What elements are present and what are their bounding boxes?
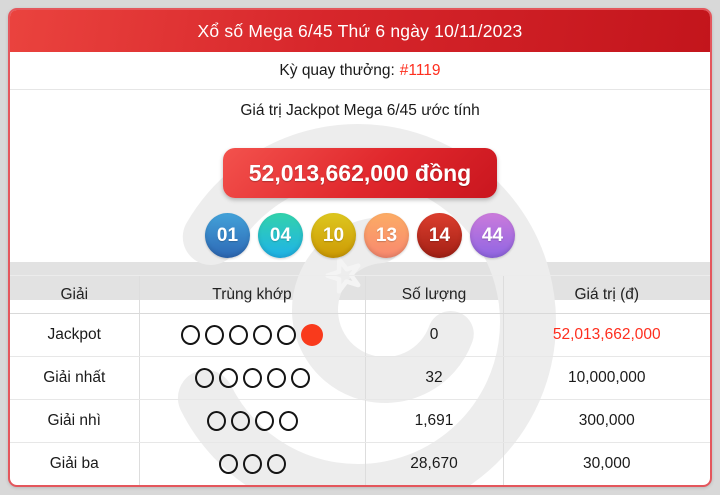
match-circle-open (290, 368, 310, 388)
table-row-second-prize: Giải nhì 1,691 300,000 (10, 399, 710, 443)
match-circle-open (218, 368, 238, 388)
draw-period-label: Kỳ quay thưởng: (279, 61, 395, 79)
jackpot-amount-button: 52,013,662,000 đồng (223, 148, 497, 198)
quantity-cell: 1,691 (364, 399, 503, 443)
match-circle-open (205, 325, 224, 345)
jackpot-caption: Giá trị Jackpot Mega 6/45 ước tính (240, 102, 480, 119)
table-row-third-prize: Giải ba 28,670 30,000 (10, 442, 710, 485)
prize-name-cell: Giải nhất (10, 356, 139, 400)
result-header-bar: Xổ số Mega 6/45 Thứ 6 ngày 10/11/2023 (10, 10, 710, 52)
quantity-cell: 28,670 (364, 442, 503, 485)
prize-name-cell: Jackpot (10, 313, 139, 357)
match-circles-cell (138, 399, 365, 443)
match-circle-red (301, 324, 323, 346)
quantity-cell: 0 (364, 313, 503, 357)
lottery-ball: 14 (417, 213, 462, 258)
match-circle-open (242, 454, 262, 474)
lottery-result-card: Xổ số Mega 6/45 Thứ 6 ngày 10/11/2023 Kỳ… (8, 8, 712, 487)
col-header-match: Trùng khớp (138, 275, 365, 314)
match-circles-cell (138, 313, 365, 357)
lottery-ball: 04 (258, 213, 303, 258)
page-title: Xổ số Mega 6/45 Thứ 6 ngày 10/11/2023 (197, 20, 523, 41)
match-circle-open (253, 325, 272, 345)
lottery-ball: 13 (364, 213, 409, 258)
lottery-ball: 01 (205, 213, 250, 258)
match-circle-open (254, 411, 274, 431)
table-header-row: Giải Trùng khớp Số lượng Giá trị (đ) (10, 275, 710, 314)
match-circle-open (206, 411, 226, 431)
draw-period-row: Kỳ quay thưởng: #1119 (10, 52, 710, 90)
lottery-ball: 44 (470, 213, 515, 258)
value-cell: 30,000 (502, 442, 710, 485)
value-cell: 52,013,662,000 (502, 313, 710, 357)
col-header-prize: Giải (10, 275, 139, 314)
winning-numbers-row: 01 04 10 13 14 44 (10, 213, 710, 258)
value-cell: 10,000,000 (502, 356, 710, 400)
prize-name-cell: Giải nhì (10, 399, 139, 443)
match-circle-open (242, 368, 262, 388)
match-circle-open (218, 454, 238, 474)
prize-results-table: Giải Trùng khớp Số lượng Giá trị (đ) Jac… (10, 275, 710, 485)
match-circle-open (277, 325, 296, 345)
match-circle-open (278, 411, 298, 431)
quantity-cell: 32 (364, 356, 503, 400)
match-circles-cell (138, 356, 365, 400)
value-cell: 300,000 (502, 399, 710, 443)
table-row-jackpot: Jackpot 0 52,013,662,000 (10, 313, 710, 357)
match-circle-open (266, 454, 286, 474)
match-circle-open (229, 325, 248, 345)
match-circle-open (266, 368, 286, 388)
match-circle-open (181, 325, 200, 345)
lottery-ball: 10 (311, 213, 356, 258)
match-circle-open (230, 411, 250, 431)
draw-period-number: #1119 (399, 61, 441, 79)
match-circle-open (194, 368, 214, 388)
col-header-quantity: Số lượng (364, 275, 503, 314)
match-circles-cell (138, 442, 365, 485)
col-header-value: Giá trị (đ) (502, 275, 710, 314)
table-row-first-prize: Giải nhất 32 10,000,000 (10, 356, 710, 400)
prize-name-cell: Giải ba (10, 442, 139, 485)
